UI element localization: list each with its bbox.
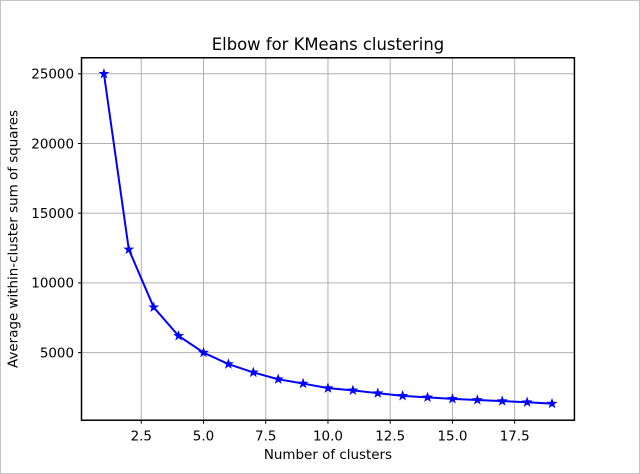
data-point-marker	[98, 68, 110, 79]
x-tick-label: 12.5	[375, 430, 405, 445]
data-point-marker	[521, 396, 533, 407]
chart-title: Elbow for KMeans clustering	[212, 35, 444, 54]
x-tick-label: 2.5	[131, 430, 152, 445]
data-point-marker	[148, 301, 160, 312]
y-tick-label: 10000	[31, 277, 74, 292]
data-point-marker	[197, 346, 209, 358]
data-point-marker	[422, 391, 434, 403]
x-tick-label: 7.5	[255, 430, 276, 445]
data-point-marker	[272, 373, 284, 384]
data-point-marker	[247, 366, 259, 378]
y-tick-label: 25000	[31, 68, 74, 83]
y-tick-label: 20000	[31, 137, 74, 152]
x-tick-label: 15.0	[437, 430, 467, 445]
data-point-marker	[471, 394, 483, 405]
data-point-marker	[123, 243, 135, 255]
x-axis-label: Number of clusters	[264, 448, 392, 463]
x-tick-label: 5.0	[193, 430, 214, 445]
data-point-marker	[446, 393, 458, 404]
data-point-marker	[496, 395, 508, 406]
data-point-marker	[173, 330, 185, 341]
data-point-marker	[297, 377, 309, 389]
data-point-marker	[397, 390, 409, 401]
y-axis-label: Average within-cluster sum of squares	[6, 110, 21, 368]
data-point-marker	[372, 387, 384, 398]
data-point-marker	[347, 384, 359, 396]
y-tick-label: 5000	[40, 346, 74, 361]
data-point-marker	[222, 358, 234, 369]
data-point-marker	[322, 382, 334, 393]
chart-layer: 2.5 5.0 7.5 10.0 12.5 15.0 17.5 5000 10000 15000 2…	[31, 57, 576, 445]
x-tick-label: 17.5	[500, 430, 530, 445]
y-tick-label: 15000	[31, 207, 74, 222]
x-tick-label: 10.0	[313, 430, 343, 445]
data-point-marker	[546, 397, 558, 409]
